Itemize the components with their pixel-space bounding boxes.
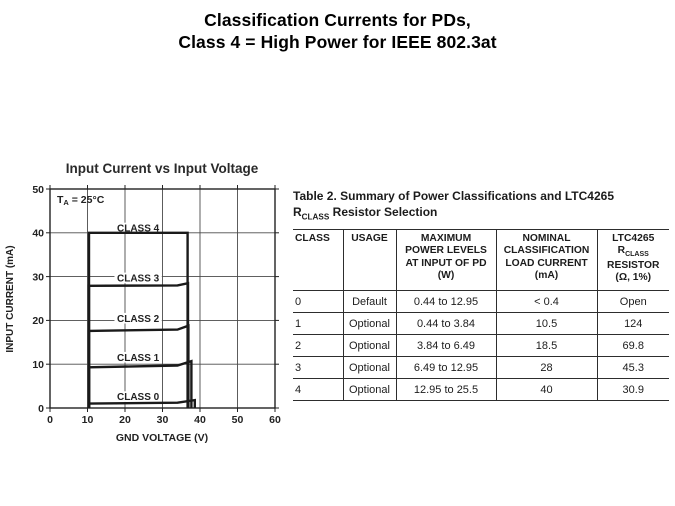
x-axis-title: GND VOLTAGE (V) xyxy=(116,432,208,444)
table-cell: Optional xyxy=(343,334,397,358)
col-header-4: LTC4265 RCLASS RESISTOR (Ω, 1%) xyxy=(597,228,669,292)
table-cell: < 0.4 xyxy=(496,290,598,314)
slide-title-line1: Classification Currents for PDs, xyxy=(204,10,471,30)
y-tick-label: 10 xyxy=(32,359,44,371)
col-header-1: USAGE xyxy=(343,228,397,292)
class-label-backplate xyxy=(114,351,162,363)
table-title: Table 2. Summary of Power Classification… xyxy=(293,189,669,223)
classification-table-block: Table 2. Summary of Power Classification… xyxy=(293,189,669,402)
slide-title-line2: Class 4 = High Power for IEEE 802.3at xyxy=(178,32,497,53)
table-row: 2 Optional 3.84 to 6.49 18.5 69.8 xyxy=(293,334,669,358)
y-tick-label: 0 xyxy=(38,403,44,415)
table-cell: Open xyxy=(597,290,669,314)
table-cell: 10.5 xyxy=(496,312,598,336)
col-header-3: NOMINAL CLASSIFICATION LOAD CURRENT (mA) xyxy=(496,228,598,292)
classification-table: CLASS USAGE MAXIMUM POWER LEVELS AT INPUT OF… xyxy=(293,228,669,402)
table-cell: Optional xyxy=(343,378,397,402)
class-label: CLASS 4 xyxy=(117,224,160,235)
col-header-0: CLASS xyxy=(293,228,344,292)
slide-title: Classification Currents for PDs, Class 4… xyxy=(0,9,675,53)
x-tick-label: 0 xyxy=(47,414,53,426)
x-tick-label: 60 xyxy=(269,414,281,426)
trace-class-2 xyxy=(87,323,190,408)
trace-class-3 xyxy=(87,281,190,408)
table-cell: 0 xyxy=(293,290,344,314)
table-cell: 3 xyxy=(293,356,344,380)
class-label: CLASS 0 xyxy=(117,392,160,403)
temperature-annotation: TA = 25°C xyxy=(57,194,105,207)
y-axis-title: INPUT CURRENT (mA) xyxy=(5,245,16,352)
col-header-2: MAXIMUM POWER LEVELS AT INPUT OF PD (W) xyxy=(396,228,497,292)
table-header-row: CLASS USAGE MAXIMUM POWER LEVELS AT INPUT OF… xyxy=(293,228,669,292)
table-cell: Optional xyxy=(343,312,397,336)
table-row: 1 Optional 0.44 to 3.84 10.5 124 xyxy=(293,312,669,336)
y-tick-label: 50 xyxy=(32,184,44,196)
table-cell: 3.84 to 6.49 xyxy=(396,334,497,358)
table-row: 3 Optional 6.49 to 12.95 28 45.3 xyxy=(293,356,669,380)
table-cell: 30.9 xyxy=(597,378,669,402)
x-tick-label: 40 xyxy=(194,414,206,426)
table-cell: Optional xyxy=(343,356,397,380)
table-cell: 40 xyxy=(496,378,598,402)
class-label-backplate xyxy=(114,312,162,324)
chart-svg: CLASS 4 CLASS 3 CLASS 2 CLASS 1 CLASS 0 0 10 20… xyxy=(5,161,281,444)
table-cell: 45.3 xyxy=(597,356,669,380)
y-tick-label: 40 xyxy=(32,228,44,240)
class-label-backplate xyxy=(114,222,162,234)
x-tick-label: 10 xyxy=(82,414,94,426)
class-label-backplate xyxy=(114,272,162,284)
table-cell: 6.49 to 12.95 xyxy=(396,356,497,380)
x-tick-label: 50 xyxy=(232,414,244,426)
table-cell: 28 xyxy=(496,356,598,380)
table-cell: 0.44 to 3.84 xyxy=(396,312,497,336)
table-cell: 1 xyxy=(293,312,344,336)
y-tick-label: 20 xyxy=(32,315,44,327)
input-current-chart: CLASS 4 CLASS 3 CLASS 2 CLASS 1 CLASS 0 0 10 20… xyxy=(0,140,300,470)
table-row: 4 Optional 12.95 to 25.5 40 30.9 xyxy=(293,378,669,402)
table-title-line1: Table 2. Summary of Power Classification… xyxy=(293,189,614,203)
table-cell: 12.95 to 25.5 xyxy=(396,378,497,402)
y-tick-label: 30 xyxy=(32,271,44,283)
table-row: 0 Default 0.44 to 12.95 < 0.4 Open xyxy=(293,290,669,314)
class-label-backplate xyxy=(114,391,162,402)
x-tick-label: 30 xyxy=(157,414,169,426)
class-label: CLASS 3 xyxy=(117,274,160,285)
table-cell: 124 xyxy=(597,312,669,336)
table-cell: 2 xyxy=(293,334,344,358)
table-cell: 4 xyxy=(293,378,344,402)
class-label: CLASS 1 xyxy=(117,353,160,364)
trace-class-0 xyxy=(87,398,197,408)
trace-class-1 xyxy=(87,359,193,408)
table-cell: 69.8 xyxy=(597,334,669,358)
table-cell: 18.5 xyxy=(496,334,598,358)
table-cell: 0.44 to 12.95 xyxy=(396,290,497,314)
chart-title: Input Current vs Input Voltage xyxy=(66,161,259,176)
table-cell: Default xyxy=(343,290,397,314)
x-tick-label: 20 xyxy=(119,414,131,426)
table-title-line2: RCLASS Resistor Selection xyxy=(293,204,438,222)
class-label: CLASS 2 xyxy=(117,314,160,325)
